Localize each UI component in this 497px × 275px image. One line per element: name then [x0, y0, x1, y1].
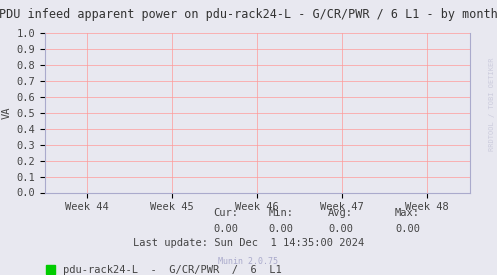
Y-axis label: VA: VA — [2, 106, 12, 119]
Text: 0.00: 0.00 — [268, 224, 293, 234]
Text: Last update: Sun Dec  1 14:35:00 2024: Last update: Sun Dec 1 14:35:00 2024 — [133, 238, 364, 248]
Text: 0.00: 0.00 — [328, 224, 353, 234]
Text: Munin 2.0.75: Munin 2.0.75 — [219, 257, 278, 266]
Text: RRDTOOL / TOBI OETIKER: RRDTOOL / TOBI OETIKER — [489, 58, 495, 151]
Text: Min:: Min: — [268, 208, 293, 218]
Text: 0.00: 0.00 — [214, 224, 239, 234]
Text: 0.00: 0.00 — [395, 224, 420, 234]
Text: Avg:: Avg: — [328, 208, 353, 218]
Text: PDU infeed apparent power on pdu-rack24-L - G/CR/PWR / 6 L1 - by month: PDU infeed apparent power on pdu-rack24-… — [0, 8, 497, 21]
Legend: pdu-rack24-L  -  G/CR/PWR  /  6  L1: pdu-rack24-L - G/CR/PWR / 6 L1 — [46, 265, 282, 275]
Text: Max:: Max: — [395, 208, 420, 218]
Text: Cur:: Cur: — [214, 208, 239, 218]
